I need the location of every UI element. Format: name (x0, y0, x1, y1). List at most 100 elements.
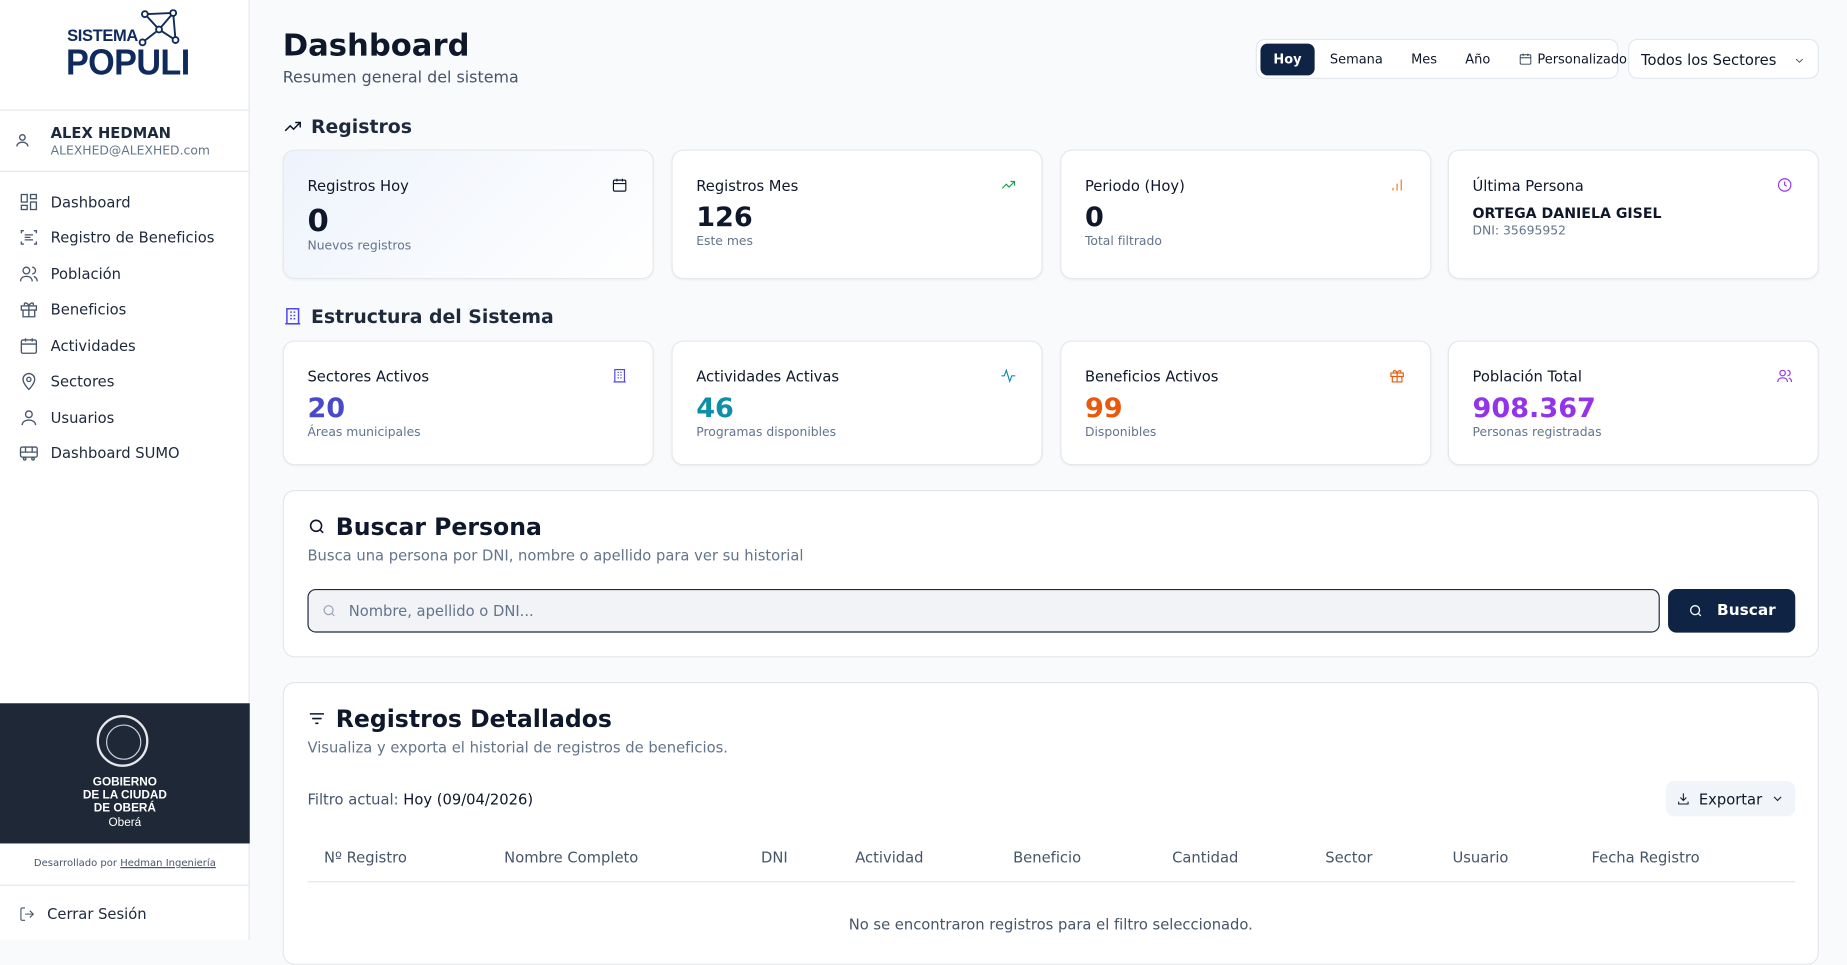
brand-bottom: POPULI (65, 43, 190, 84)
card-value: 908.367 (1472, 393, 1596, 425)
column-header[interactable]: Usuario (1452, 848, 1509, 866)
nav-item[interactable]: Registro de Beneficios (19, 223, 243, 251)
card-label: Actividades Activas (696, 367, 840, 386)
period-selector: Hoy Semana Mes Año Personalizado (1255, 38, 1627, 79)
brand-top: SISTEMA (67, 25, 138, 45)
card-icon (1392, 179, 1402, 191)
button-label: Buscar (1717, 601, 1776, 620)
page-subtitle: Resumen general del sistema (282, 68, 519, 88)
stat-card: Última Persona ORTEGA DANIELA GISEL DNI:… (1447, 149, 1819, 280)
stat-card: Actividades Activas 46 Programas disponi… (671, 340, 1043, 466)
column-header[interactable]: DNI (760, 848, 788, 866)
card-value: 126 (696, 202, 753, 234)
card-icon (1390, 370, 1404, 383)
card-label: Beneficios Activos (1084, 367, 1219, 386)
sidebar: SISTEMA POPULI ALEX HEDMAN ALEXHED@ALEXH… (0, 0, 250, 941)
stat-card: Beneficios Activos 99 Disponibles (1060, 340, 1432, 466)
card-icon (1001, 368, 1016, 384)
column-header[interactable]: Beneficio (1013, 848, 1082, 866)
search-placeholder: Nombre, apellido o DNI... (348, 601, 534, 620)
divider (0, 884, 249, 886)
column-header[interactable]: Nombre Completo (504, 848, 639, 866)
last-person-name: ORTEGA DANIELA GISEL (1472, 204, 1662, 222)
panel-description: Busca una persona por DNI, nombre o apel… (307, 546, 804, 565)
nav-item[interactable]: Población (19, 259, 243, 287)
card-icon (1777, 178, 1792, 192)
card-value: 46 (696, 393, 734, 425)
card-label: Población Total (1472, 367, 1582, 386)
card-note: Disponibles (1084, 425, 1157, 440)
table-divider (307, 881, 1796, 883)
page-title: Dashboard (282, 28, 470, 64)
card-icon (613, 369, 626, 383)
select-label: Todos los Sectores (1640, 50, 1777, 69)
nav-item[interactable]: Usuarios (19, 403, 243, 431)
credit-prefix: Desarrollado por (33, 857, 118, 870)
column-header[interactable]: Nº Registro (323, 848, 407, 866)
column-header[interactable]: Fecha Registro (1591, 848, 1700, 866)
search-input[interactable]: Nombre, apellido o DNI... (307, 589, 1660, 633)
nav-item[interactable]: Dashboard (19, 187, 243, 215)
seal (96, 715, 149, 767)
search-panel: Buscar Persona Busca una persona por DNI… (282, 490, 1819, 658)
last-person-dni: DNI: 35695952 (1472, 223, 1566, 238)
nav-item[interactable]: Actividades (19, 331, 243, 359)
card-icon (612, 178, 627, 192)
credit-link[interactable]: Hedman Ingeniería (120, 857, 216, 870)
nav-label: Sectores (50, 371, 115, 390)
panel-description: Visualiza y exporta el historial de regi… (307, 738, 728, 757)
government-line: DE LA CIUDAD (82, 789, 167, 803)
section-title: Estructura del Sistema (310, 305, 554, 328)
stat-card: Periodo (Hoy) 0 Total filtrado (1060, 149, 1432, 280)
section-heading: Estructura del Sistema (283, 305, 554, 327)
logout-label: Cerrar Sesión (47, 904, 147, 923)
sector-select[interactable]: Todos los Sectores (1627, 38, 1819, 79)
stat-card: Población Total 908.367 Personas registr… (1447, 340, 1819, 466)
card-label: Registros Mes (696, 176, 799, 195)
card-icon (1001, 180, 1016, 189)
nav-label: Beneficios (50, 299, 127, 318)
column-header[interactable]: Sector (1325, 848, 1373, 866)
nav-label: Dashboard (50, 192, 131, 211)
empty-message: No se encontraron registros para el filt… (848, 915, 1253, 933)
panel-title: Buscar Persona (307, 512, 542, 541)
nav-label: Usuarios (50, 408, 115, 426)
card-value: 20 (307, 393, 346, 425)
panel-title-text: Registros Detallados (335, 704, 612, 733)
card-value: 0 (307, 203, 329, 240)
government-line: DE OBERÁ (93, 802, 156, 816)
nav-item[interactable]: Dashboard SUMO (19, 438, 243, 466)
period-button[interactable]: Hoy (1260, 42, 1315, 75)
period-button[interactable]: Año (1465, 51, 1491, 67)
nav-label: Población (50, 264, 122, 283)
user-email: ALEXHED@ALEXHED.com (50, 143, 210, 158)
card-label: Sectores Activos (307, 367, 430, 386)
government-line: GOBIERNO (92, 776, 157, 790)
card-note: Programas disponibles (696, 425, 837, 440)
divider (0, 170, 249, 172)
nav-label: Registro de Beneficios (50, 227, 215, 246)
search-button[interactable]: Buscar (1668, 589, 1796, 633)
card-label: Última Persona (1472, 176, 1584, 195)
period-button[interactable]: Semana (1329, 51, 1383, 67)
period-button[interactable]: Mes (1411, 51, 1437, 67)
stat-card: Registros Mes 126 Este mes (671, 149, 1043, 280)
period-label: Personalizado (1537, 51, 1627, 67)
column-header[interactable]: Cantidad (1172, 848, 1239, 866)
filter-status: Filtro actual: Hoy (09/04/2026) (307, 790, 533, 808)
nav-item[interactable]: Beneficios (19, 295, 243, 323)
logout[interactable]: Cerrar Sesión (19, 904, 147, 923)
divider (0, 109, 249, 111)
nav-item[interactable]: Sectores (19, 366, 243, 394)
column-header[interactable]: Actividad (855, 848, 924, 866)
government-city: Oberá (108, 816, 142, 830)
credit: Desarrollado por Hedman Ingeniería (0, 858, 250, 870)
section-heading: Registros (283, 115, 412, 138)
records-panel: Registros Detallados Visualiza y exporta… (282, 682, 1819, 965)
user-name: ALEX HEDMAN (50, 123, 171, 142)
panel-title: Registros Detallados (307, 704, 612, 733)
export-button[interactable]: Exportar (1665, 781, 1796, 817)
nav-label: Actividades (50, 336, 136, 354)
period-button[interactable]: Personalizado (1506, 43, 1640, 75)
